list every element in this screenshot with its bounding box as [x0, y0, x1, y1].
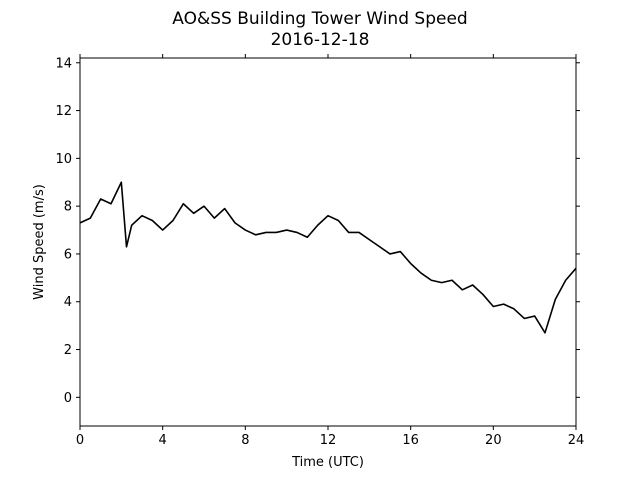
y-tick-label: 8 — [64, 200, 72, 215]
plot-area — [79, 181, 577, 334]
wind-speed-line — [79, 181, 577, 334]
x-tick-label: 12 — [320, 433, 337, 448]
x-tick-label: 24 — [568, 433, 585, 448]
y-tick-label: 14 — [55, 56, 72, 71]
y-axis-label: Wind Speed (m/s) — [32, 184, 47, 300]
y-tick-label: 6 — [64, 247, 72, 262]
x-tick-label: 16 — [402, 433, 419, 448]
y-tick-label: 4 — [64, 295, 72, 310]
chart-title: AO&SS Building Tower Wind Speed — [172, 9, 467, 29]
y-tick-label: 0 — [64, 391, 72, 406]
plot-frame — [79, 57, 577, 427]
chart-subtitle: 2016-12-18 — [271, 30, 370, 50]
y-tick-label: 10 — [55, 152, 72, 167]
x-tick-label: 20 — [485, 433, 502, 448]
x-tick-label: 4 — [159, 433, 167, 448]
y-tick-label: 12 — [55, 104, 72, 119]
y-tick-label: 2 — [64, 343, 72, 358]
x-axis-label: Time (UTC) — [291, 455, 364, 470]
x-tick-label: 8 — [241, 433, 249, 448]
x-tick-label: 0 — [76, 433, 84, 448]
